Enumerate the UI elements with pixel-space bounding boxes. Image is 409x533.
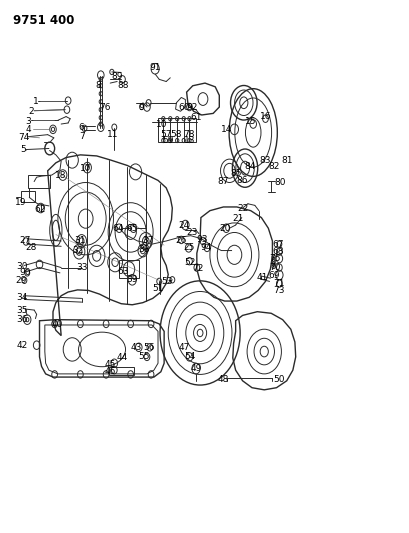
Text: 26: 26 — [175, 237, 187, 246]
Text: 27: 27 — [20, 237, 31, 246]
Text: 64: 64 — [112, 224, 124, 233]
Text: 5: 5 — [20, 145, 26, 154]
Text: 72: 72 — [191, 264, 203, 273]
Text: 68: 68 — [272, 247, 283, 256]
Text: 69: 69 — [267, 271, 279, 279]
Text: 21: 21 — [232, 214, 244, 223]
Text: 18: 18 — [55, 171, 67, 180]
Text: 17: 17 — [80, 164, 91, 173]
Text: 67: 67 — [272, 240, 283, 249]
Text: 91: 91 — [149, 63, 160, 71]
Text: 57: 57 — [160, 130, 171, 139]
Text: 16: 16 — [259, 112, 271, 121]
Text: 23: 23 — [186, 228, 197, 237]
Text: 13: 13 — [183, 136, 195, 145]
Text: 92: 92 — [186, 102, 197, 111]
Bar — [109, 367, 134, 375]
Text: 48: 48 — [217, 375, 229, 384]
Text: 63: 63 — [117, 268, 129, 276]
Text: 62: 62 — [34, 205, 45, 214]
Text: 7: 7 — [79, 132, 84, 141]
Text: 22: 22 — [236, 204, 247, 213]
Text: 82: 82 — [267, 162, 279, 171]
Bar — [28, 175, 49, 188]
Bar — [157, 118, 195, 142]
Text: 53: 53 — [161, 277, 173, 286]
Text: 87: 87 — [217, 177, 229, 186]
Text: 8: 8 — [95, 81, 101, 90]
Text: 29: 29 — [16, 276, 27, 285]
Text: 93: 93 — [196, 236, 207, 245]
Text: 34: 34 — [16, 293, 27, 302]
Text: 37: 37 — [142, 237, 153, 246]
Text: 74: 74 — [19, 133, 30, 142]
Text: 28: 28 — [26, 244, 37, 253]
Text: 30: 30 — [16, 262, 28, 271]
Text: 11: 11 — [107, 130, 119, 139]
Text: 83: 83 — [259, 156, 271, 165]
Text: 9751 400: 9751 400 — [13, 14, 74, 27]
Text: 41: 41 — [256, 273, 267, 281]
Text: 42: 42 — [16, 341, 27, 350]
Text: 31: 31 — [74, 237, 86, 246]
Text: 75: 75 — [269, 254, 280, 263]
Text: 15: 15 — [245, 117, 256, 126]
Text: 9: 9 — [139, 102, 144, 111]
Text: 33: 33 — [76, 263, 88, 272]
Text: 86: 86 — [236, 176, 247, 185]
Text: 45: 45 — [104, 360, 116, 369]
Text: 60: 60 — [178, 102, 189, 111]
Text: 1: 1 — [32, 97, 38, 106]
Text: 89: 89 — [111, 71, 123, 80]
Text: 44: 44 — [117, 353, 128, 362]
Bar — [119, 260, 139, 278]
Text: 36: 36 — [16, 315, 28, 324]
Text: 51: 51 — [152, 284, 163, 293]
Text: 84: 84 — [244, 162, 255, 171]
Text: 35: 35 — [16, 305, 28, 314]
Text: 14: 14 — [220, 125, 231, 134]
Text: 19: 19 — [15, 198, 26, 207]
Text: 20: 20 — [218, 224, 230, 233]
Text: 78: 78 — [182, 130, 194, 139]
Text: 50: 50 — [272, 375, 283, 384]
Text: 85: 85 — [229, 169, 241, 178]
Text: 32: 32 — [72, 246, 84, 255]
Text: 43: 43 — [130, 343, 142, 352]
Text: 10: 10 — [156, 119, 167, 128]
Text: 46: 46 — [104, 367, 116, 376]
Text: 40: 40 — [51, 320, 63, 329]
Text: 52: 52 — [183, 258, 195, 266]
Text: 2: 2 — [29, 107, 34, 116]
Text: 90: 90 — [19, 269, 31, 277]
Text: 59: 59 — [162, 136, 173, 145]
Text: 58: 58 — [170, 130, 182, 139]
Text: 47: 47 — [178, 343, 189, 352]
Text: 49: 49 — [190, 364, 201, 373]
Text: 25: 25 — [183, 244, 195, 253]
Text: 54: 54 — [183, 352, 195, 361]
Text: 94: 94 — [200, 243, 211, 252]
Bar — [21, 191, 35, 201]
Text: 71: 71 — [272, 279, 283, 288]
Text: 3: 3 — [25, 117, 31, 126]
Text: 80: 80 — [274, 178, 285, 187]
Text: 4: 4 — [26, 125, 31, 134]
Text: 55: 55 — [138, 352, 150, 361]
Text: 38: 38 — [138, 245, 150, 254]
Text: 70: 70 — [269, 263, 280, 272]
Text: 39: 39 — [126, 274, 138, 284]
Text: 76: 76 — [99, 102, 110, 111]
Text: 24: 24 — [178, 221, 189, 230]
Text: 56: 56 — [142, 343, 154, 352]
Text: 88: 88 — [117, 81, 129, 90]
Text: 73: 73 — [272, 286, 283, 295]
Text: 65: 65 — [126, 224, 138, 233]
Text: 61: 61 — [190, 113, 201, 122]
Text: 81: 81 — [280, 156, 292, 165]
Text: 6: 6 — [79, 123, 84, 132]
